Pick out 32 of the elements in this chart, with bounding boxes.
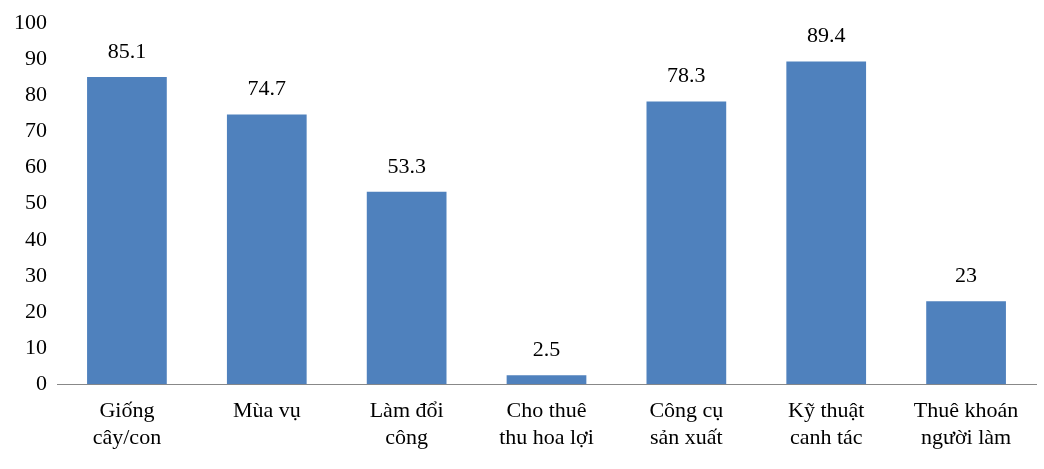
y-tick-label: 30 [25,261,47,287]
y-tick-label: 50 [25,189,47,215]
bar [366,191,447,385]
x-tick-label: Công cụ sản xuất [649,397,724,449]
y-tick-label: 10 [25,333,47,359]
data-label: 2.5 [532,335,561,361]
y-tick-label: 80 [25,81,47,107]
data-label: 85.1 [107,37,147,63]
y-tick-label: 90 [25,45,47,71]
x-tick-label: Kỹ thuật canh tác [788,397,865,449]
y-tick-label: 60 [25,153,47,179]
x-tick-label: Mùa vụ [232,397,301,423]
x-tick-label: Làm đổi công [369,397,444,449]
data-label: 53.3 [387,152,426,178]
y-tick-label: 40 [25,225,47,251]
bar [506,375,587,385]
y-tick-label: 70 [25,117,47,143]
bar [786,61,867,385]
bar [87,76,167,385]
y-tick-label: 20 [25,297,47,323]
data-label: 74.7 [247,75,287,101]
y-tick-label: 100 [14,8,47,34]
bar [646,101,727,385]
bar [926,301,1006,385]
data-label: 78.3 [667,62,706,88]
x-tick-label: Cho thuê thu hoa lợi [499,397,594,449]
y-tick-label: 0 [36,369,47,395]
x-tick-label: Thuê khoán người làm [913,397,1019,449]
data-label: 23 [955,261,978,287]
x-tick-label: Giống cây/con [92,397,162,449]
bar [226,114,307,385]
data-label: 89.4 [806,22,846,48]
